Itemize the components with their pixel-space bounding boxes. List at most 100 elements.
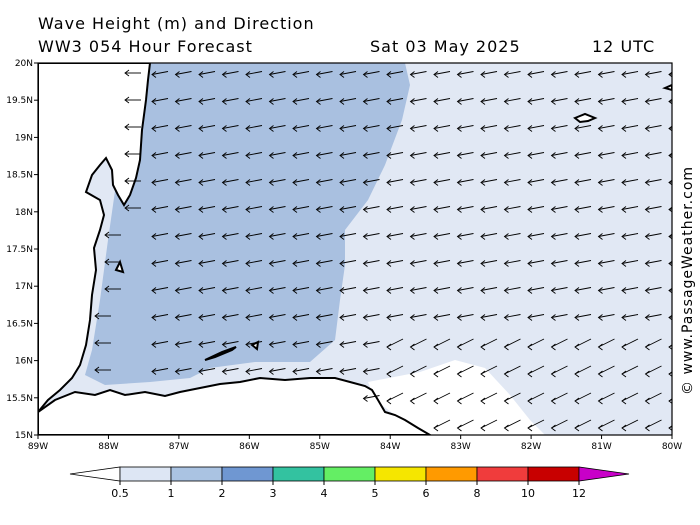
wave-arrow <box>433 98 451 105</box>
wave-arrow <box>386 206 404 213</box>
wave-arrow <box>221 368 239 375</box>
wave-arrow <box>597 365 615 378</box>
wave-arrow <box>386 233 404 240</box>
wave-arrow <box>339 260 357 267</box>
wave-arrow <box>386 71 404 78</box>
wave-arrow <box>174 125 192 132</box>
wave-arrow <box>456 125 474 132</box>
lat-label: 18.5N <box>6 171 33 181</box>
wave-arrow <box>409 206 427 213</box>
wave-arrow <box>245 314 263 321</box>
wave-arrow <box>409 338 427 351</box>
wave-arrow <box>621 419 639 432</box>
wave-arrow <box>644 287 662 294</box>
wave-arrow <box>574 125 592 132</box>
wave-arrow <box>527 365 545 378</box>
wave-arrow <box>198 368 216 375</box>
wave-arrow <box>527 125 545 132</box>
wave-arrow <box>644 338 662 351</box>
wave-arrow <box>503 419 521 432</box>
map-area <box>38 63 672 435</box>
wave-arrow <box>221 71 239 78</box>
wave-arrow <box>339 206 357 213</box>
wave-arrow <box>527 260 545 267</box>
wave-arrow <box>124 150 141 158</box>
wave-arrow <box>198 98 216 105</box>
wave-arrow <box>550 338 568 351</box>
wave-arrow <box>527 287 545 294</box>
wave-arrow <box>151 260 169 267</box>
wave-arrow <box>527 152 545 159</box>
wave-arrow <box>433 314 451 321</box>
wave-arrow <box>104 258 121 266</box>
colorbar-segment <box>272 466 325 482</box>
wave-arrow <box>456 71 474 78</box>
wave-arrow <box>174 152 192 159</box>
wave-arrow <box>268 287 286 294</box>
wave-arrow <box>268 206 286 213</box>
wave-arrow <box>433 365 451 378</box>
wave-arrow <box>550 287 568 294</box>
wave-arrow <box>198 287 216 294</box>
wave-arrow <box>574 392 592 405</box>
wave-arrow <box>644 125 662 132</box>
wave-arrow <box>409 233 427 240</box>
wave-arrow <box>456 98 474 105</box>
colorbar-segment <box>476 466 529 482</box>
wave-arrow <box>221 98 239 105</box>
wave-arrow <box>597 314 615 321</box>
latitude-axis: 20N 19.5N 19N 18.5N 18N 17.5N 17N 16.5N 16N 15.5N… <box>6 59 38 441</box>
wave-arrow <box>339 152 357 159</box>
wave-arrow <box>362 287 380 294</box>
wave-arrow <box>621 206 639 213</box>
wave-arrow <box>456 365 474 378</box>
wave-arrow <box>503 98 521 105</box>
island-guanaja <box>250 340 260 351</box>
wave-arrow <box>597 338 615 351</box>
wave-arrow <box>292 71 310 78</box>
wave-arrow <box>433 338 451 351</box>
wave-arrow <box>621 125 639 132</box>
wave-arrow <box>503 365 521 378</box>
wave-arrow <box>527 314 545 321</box>
wave-arrow <box>386 392 404 405</box>
wave-arrow <box>151 368 169 375</box>
wave-arrow <box>503 392 521 405</box>
wave-arrow <box>503 260 521 267</box>
lon-label: 88W <box>98 442 118 452</box>
wave-arrow <box>386 314 404 321</box>
wave-arrow <box>409 179 427 186</box>
wave-arrow <box>198 179 216 186</box>
wave-arrow <box>268 152 286 159</box>
wave-arrow <box>94 339 111 347</box>
wave-arrow <box>174 98 192 105</box>
lat-label: 15.5N <box>6 394 33 404</box>
wave-arrow <box>480 179 498 186</box>
wave-arrow <box>292 98 310 105</box>
wave-arrow <box>151 233 169 240</box>
wave-arrow <box>245 341 263 348</box>
wave-arrow <box>597 392 615 405</box>
colorbar-label: 10 <box>521 487 535 500</box>
wave-arrow <box>315 125 333 132</box>
wave-arrow <box>292 152 310 159</box>
wave-arrow <box>339 287 357 294</box>
wave-arrow <box>527 338 545 351</box>
wave-arrow <box>362 179 380 186</box>
wave-arrow <box>597 206 615 213</box>
wave-arrow <box>644 179 662 186</box>
wave-arrow <box>550 314 568 321</box>
wave-arrow <box>503 233 521 240</box>
wave-arrow <box>574 419 592 432</box>
wave-arrow <box>315 368 333 375</box>
wave-arrow <box>644 98 662 105</box>
wave-arrow <box>292 260 310 267</box>
colorbar: 0.5 1 2 3 4 5 6 8 10 12 <box>69 466 630 500</box>
wave-arrow <box>339 368 357 375</box>
wave-arrow <box>151 71 169 78</box>
wave-arrow <box>409 260 427 267</box>
wave-arrow <box>339 179 357 186</box>
colorbar-segment <box>170 466 223 482</box>
wave-arrow <box>456 392 474 405</box>
colorbar-segment <box>221 466 274 482</box>
